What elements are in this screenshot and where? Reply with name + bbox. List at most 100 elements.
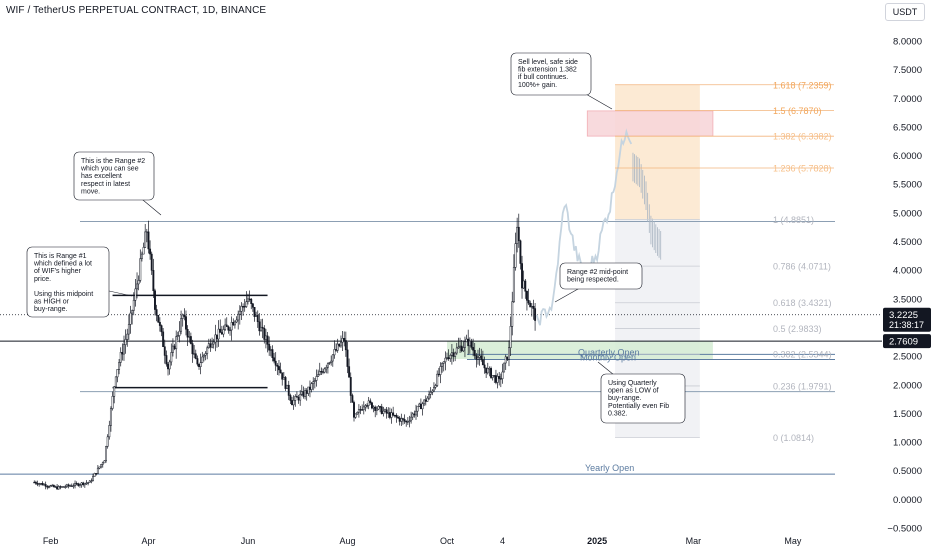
candle-body: [269, 349, 272, 351]
candle-body: [230, 322, 233, 331]
candle-body: [49, 485, 52, 488]
candle-body: [186, 329, 189, 338]
y-tick-label: 0.0000: [893, 495, 922, 506]
x-tick-label: Feb: [43, 536, 59, 546]
candle-body: [436, 373, 439, 386]
candle-body: [398, 417, 401, 422]
candle-body: [356, 412, 359, 415]
candle-body: [229, 329, 231, 332]
candle-body: [206, 347, 209, 354]
candle-body: [313, 380, 316, 382]
candle-body: [155, 309, 158, 316]
candle-body: [131, 310, 134, 314]
candles-layer: [33, 128, 662, 490]
candle-body: [52, 484, 55, 488]
candle-body: [100, 464, 103, 468]
levels-layer: [0, 220, 882, 475]
candle-body: [309, 386, 311, 390]
candle-body: [162, 331, 165, 347]
candle-body: [387, 412, 390, 414]
candle-body: [472, 347, 475, 351]
range-2-callout-text: move.: [81, 188, 100, 195]
candle-body: [98, 466, 101, 469]
candle-body: [191, 343, 194, 355]
y-tick-label: 3.5000: [893, 294, 922, 305]
y-tick-label: 4.5000: [893, 237, 922, 248]
candle-body: [338, 343, 341, 347]
candle-body: [46, 486, 49, 488]
candle-body: [335, 349, 338, 351]
candle-body: [403, 419, 406, 422]
candle-body: [232, 322, 235, 326]
candle-body: [38, 483, 41, 485]
range-2-callout-text: has excellent: [81, 173, 122, 180]
candle-body: [132, 299, 135, 311]
candle-body: [328, 362, 331, 364]
candle-body: [424, 399, 427, 402]
candle-body: [450, 352, 453, 356]
candle-body: [258, 321, 261, 332]
candle-body: [202, 354, 205, 358]
quarterly-callout-text: Potentially even Fib: [608, 403, 669, 410]
range-1-callout-text: as HIGH or: [34, 299, 70, 306]
candle-body: [250, 298, 253, 304]
sell-zone: [586, 110, 714, 137]
candle-body: [56, 486, 59, 490]
candle-body: [75, 483, 78, 485]
candle-body: [300, 391, 303, 395]
candle-body: [263, 328, 266, 340]
candle-body: [459, 345, 461, 348]
candle-body: [87, 482, 90, 484]
candle-body: [163, 346, 166, 356]
range-2-callout-text: This is the Range #2: [81, 158, 145, 165]
candle-body: [499, 378, 502, 380]
candle-body: [351, 395, 354, 403]
candle-body: [405, 421, 408, 423]
candle-body: [121, 352, 124, 355]
candle-body: [431, 390, 434, 393]
sell-level-callout-box: [510, 52, 592, 96]
candle-body: [253, 307, 256, 317]
candle-body: [325, 366, 328, 370]
candle-body: [176, 335, 179, 337]
candle-body: [152, 270, 155, 291]
candle-body: [428, 393, 431, 399]
candle-body: [225, 324, 228, 327]
candle-body: [411, 413, 414, 418]
candle-body: [344, 340, 347, 351]
candle-body: [490, 368, 492, 378]
current-price-tag: [883, 307, 931, 332]
candle-body: [532, 306, 535, 309]
candle-body: [196, 358, 199, 365]
range-2-callout-text: respect in latest: [81, 181, 130, 188]
candle-body: [397, 416, 400, 419]
candle-body: [384, 409, 386, 412]
candle-body: [149, 248, 152, 255]
candle-body: [375, 408, 378, 411]
candle-body: [47, 486, 50, 488]
candle-body: [369, 400, 372, 403]
candle-body: [243, 306, 246, 308]
candle-body: [113, 386, 116, 397]
candle-body: [222, 329, 225, 335]
candle-body: [175, 336, 178, 350]
candle-body: [64, 486, 67, 488]
candle-body: [57, 486, 60, 490]
currency-selector[interactable]: USDT: [885, 3, 925, 21]
candle-body: [165, 355, 168, 365]
midpoint-callout-box: [559, 262, 643, 290]
candle-body: [248, 298, 251, 300]
fib-level-label: 1.236 (5.7828): [773, 164, 832, 174]
candle-body: [105, 446, 107, 462]
y-tick-label: −0.5000: [887, 524, 922, 535]
candle-body: [247, 298, 249, 302]
candle-body: [271, 349, 274, 358]
candle-body: [406, 421, 409, 423]
candle-body: [377, 406, 380, 410]
y-tick-label: 1.0000: [893, 438, 922, 449]
